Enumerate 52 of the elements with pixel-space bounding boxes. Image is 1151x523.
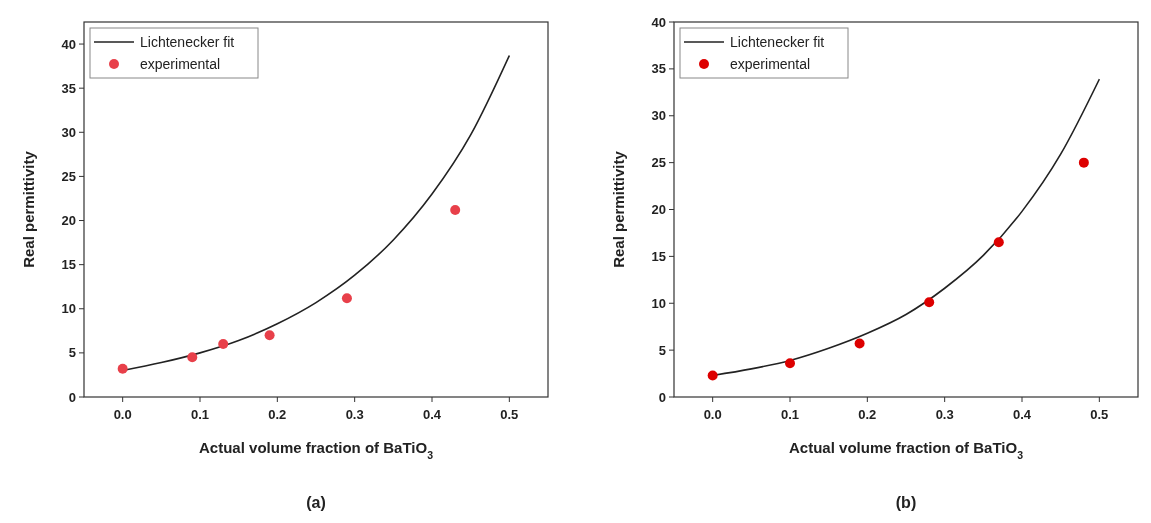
y-tick-label: 0	[68, 389, 76, 405]
x-tick-label: 0.1	[190, 407, 210, 422]
y-tick-label: 20	[651, 202, 666, 217]
text: (a)	[306, 494, 326, 511]
x-tick-label: 0.4	[1012, 407, 1032, 422]
y-tick-label: 30	[61, 124, 76, 140]
y-tick-label: 10	[651, 295, 666, 311]
y-axis-title: Real permittivity	[610, 150, 627, 268]
x-axis-title: Actual volume fraction of BaTiO$_{3}$	[789, 439, 1024, 461]
legend-label: experimental	[140, 56, 221, 72]
point	[993, 237, 1004, 248]
x-tick-label: 0.2	[268, 407, 287, 422]
point	[450, 204, 461, 215]
y-tick-label: 20	[61, 213, 76, 229]
x-tick-label: 0.1	[780, 407, 800, 422]
y-tick-label: 35	[61, 80, 76, 96]
legend-label: experimental	[730, 56, 811, 72]
x-tick-label: 0.0	[113, 407, 132, 422]
x-axis-title: Actual volume fraction of BaTiO$_{3}$	[199, 439, 434, 461]
x-tick-label: 0.2	[858, 407, 877, 422]
point	[341, 293, 352, 304]
y-tick-label: 5	[68, 345, 76, 361]
x-tick-label: 0.0	[703, 407, 722, 422]
y-tick-label: 15	[61, 257, 76, 273]
point	[785, 358, 795, 369]
point	[218, 339, 229, 350]
y-axis-title: Real permittivity	[20, 150, 37, 268]
text: (b)	[895, 494, 917, 511]
y-tick-label: 35	[651, 61, 666, 77]
point	[1078, 157, 1089, 168]
point	[707, 370, 718, 381]
point	[264, 330, 275, 341]
x-tick-label: 0.4	[422, 407, 442, 422]
y-tick-label: 40	[651, 14, 666, 30]
y-tick-label: 5	[658, 342, 666, 358]
x-tick-label: 0.5	[1090, 407, 1109, 422]
x-tick-label: 0.3	[345, 407, 364, 422]
y-tick-label: 25	[61, 168, 76, 184]
point	[187, 352, 198, 363]
y-tick-label: 30	[651, 108, 666, 124]
x-tick-label: 0.5	[500, 407, 519, 422]
y-tick-label: 25	[651, 155, 666, 171]
legend-label: Lichtenecker fit	[730, 34, 825, 50]
y-tick-label: 10	[61, 301, 76, 317]
legend-label: Lichtenecker fit	[140, 34, 235, 50]
point	[924, 297, 935, 308]
point	[854, 338, 865, 349]
y-tick-label: 15	[651, 248, 666, 264]
x-tick-label: 0.3	[935, 407, 954, 422]
point	[117, 363, 128, 374]
y-tick-label: 40	[61, 36, 76, 52]
y-tick-label: 0	[658, 389, 666, 405]
